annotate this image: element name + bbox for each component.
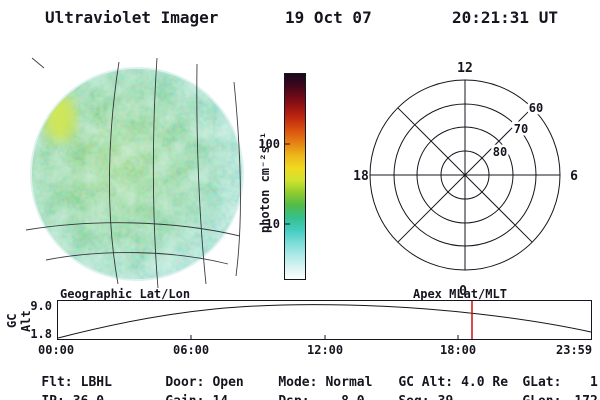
status-seq-value: 39 (438, 394, 454, 400)
mlat-ring-labels: 60 70 80 (490, 99, 545, 162)
geographic-graticule-lines (25, 57, 241, 289)
mlat-label-60: 60 (529, 101, 543, 115)
status-dsp-value: 8.0 (318, 394, 364, 400)
colorbar-tick-marks (284, 143, 290, 225)
timeline-xtick-1200: 12:00 (307, 343, 344, 357)
colorbar-units-label: photon cm⁻²s⁻¹ (258, 131, 272, 233)
left-panel-caption: Geographic Lat/Lon (60, 287, 191, 301)
status-door-label: Door: (165, 375, 205, 390)
mlt-label-0: 0 (459, 284, 467, 299)
status-door: Door: Open (134, 360, 244, 400)
status-glat-value: 1.9 (589, 375, 600, 390)
status-ip-value: 36.0 (73, 394, 104, 400)
status-flt-value: LBHL (80, 375, 112, 390)
timeline-ytick-top: 9.0 (30, 299, 52, 313)
status-mode-label: Mode: (278, 375, 318, 390)
status-ip: IP: 36.0 (10, 379, 104, 400)
status-gcalt-value: 4.0 Re (461, 375, 509, 390)
status-flt: Flt: LBHL (10, 360, 112, 400)
status-glat-label: GLat: (522, 375, 562, 390)
mlat-label-80: 80 (493, 145, 507, 159)
status-mode: Mode: Normal (247, 360, 372, 400)
status-glon-label: GLon: (522, 394, 561, 400)
status-gcalt-label: GC Alt: (398, 375, 454, 390)
mlt-label-6: 6 (570, 169, 578, 184)
status-glon: GLon: 172.2 (491, 379, 600, 400)
status-glat: GLat: 1.9 (491, 360, 600, 400)
status-ip-label: IP: (41, 394, 64, 400)
timeline-ytick-bottom: 1.8 (30, 327, 52, 341)
status-gain-value: 14 (212, 394, 228, 400)
status-dsp: Dsp: 8.0 (247, 379, 364, 400)
timeline-xtick-0600: 06:00 (173, 343, 210, 357)
instrument-title: Ultraviolet Imager (45, 8, 219, 27)
timeline-tick-marks (190, 335, 459, 340)
status-gain-label: Gain: (165, 394, 204, 400)
timeline-xtick-1800: 18:00 (440, 343, 477, 357)
colorbar-tick-10: 10 (265, 217, 280, 231)
mlat-label-70: 70 (514, 122, 528, 136)
status-gain: Gain: 14 (134, 379, 228, 400)
polar-grid-spokes (370, 80, 560, 270)
status-door-value: Open (212, 375, 244, 390)
status-gcalt: GC Alt: 4.0 Re (367, 360, 508, 400)
uv-earth-disk-image (25, 57, 244, 289)
timeline-xtick-0000: 00:00 (38, 343, 75, 357)
right-panel-caption: Apex MLat/MLT (413, 287, 507, 301)
status-mode-value: Normal (325, 375, 373, 390)
observation-date: 19 Oct 07 (285, 8, 372, 27)
colorbar-gradient (284, 73, 306, 280)
disk-speckle-texture (32, 69, 242, 279)
status-flt-label: Flt: (41, 375, 73, 390)
orbit-altitude-timeline (57, 300, 592, 340)
status-dsp-label: Dsp: (278, 394, 309, 400)
status-glon-value: 172.2 (569, 394, 600, 400)
mlt-label-12: 12 (457, 61, 473, 76)
orbit-altitude-curve (57, 304, 592, 339)
status-seq: Seq: 39 (367, 379, 453, 400)
observation-time: 20:21:31 UT (452, 8, 558, 27)
colorbar-tick-100: 100 (258, 137, 280, 151)
apex-polar-plot: 12 18 6 0 60 70 80 (353, 61, 578, 299)
status-seq-label: Seq: (398, 394, 429, 400)
timeline-y-axis-label: GC Alt (5, 310, 33, 332)
mlt-label-18: 18 (353, 169, 369, 184)
intensity-colorbar (284, 73, 306, 280)
timeline-xtick-2359: 23:59 (556, 343, 593, 357)
